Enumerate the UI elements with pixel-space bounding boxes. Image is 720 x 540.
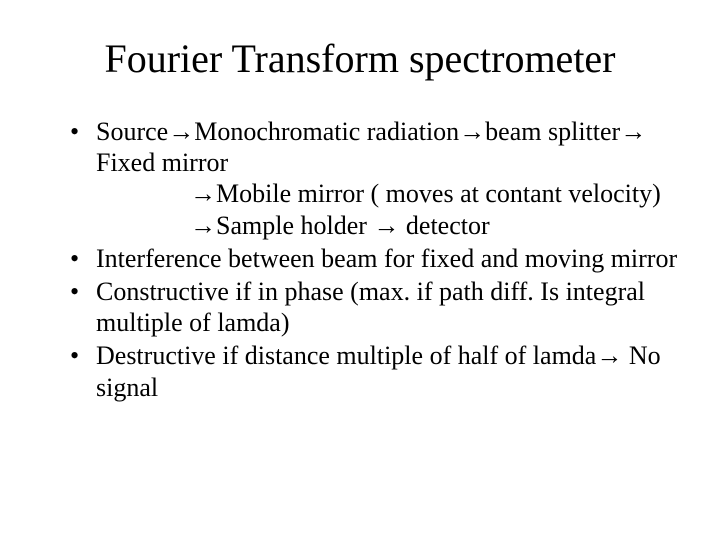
bullet-text: Destructive if distance multiple of half… [96,341,661,401]
bullet-item: Source→Monochromatic radiation→beam spli… [76,116,680,241]
slide: Fourier Transform spectrometer Source→Mo… [0,0,720,540]
bullet-item: Interference between beam for fixed and … [76,243,680,274]
bullet-text: Constructive if in phase (max. if path d… [96,277,645,337]
bullet-item: Destructive if distance multiple of half… [76,340,680,402]
bullet-text: Source→Monochromatic radiation→beam spli… [96,117,646,177]
bullet-item: Constructive if in phase (max. if path d… [76,276,680,338]
slide-title: Fourier Transform spectrometer [40,36,680,82]
bullet-list: Source→Monochromatic radiation→beam spli… [40,116,680,403]
bullet-text: Interference between beam for fixed and … [96,244,677,273]
bullet-indent-text: →Mobile mirror ( moves at contant veloci… [96,178,680,240]
